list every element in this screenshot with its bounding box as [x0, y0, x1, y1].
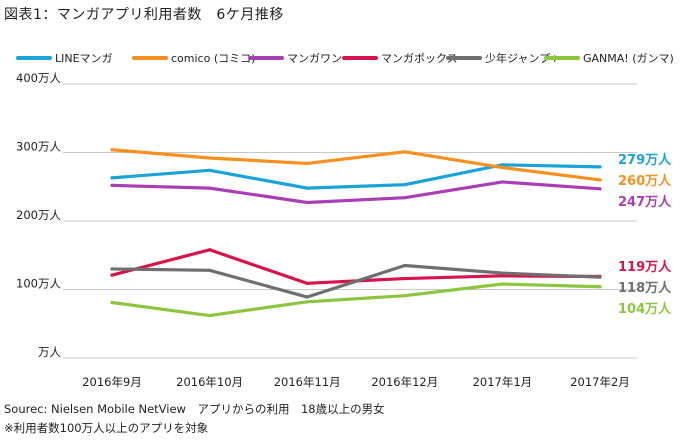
series-line — [110, 248, 602, 285]
data-point — [500, 282, 504, 286]
data-point — [305, 281, 309, 285]
series-line — [110, 263, 602, 299]
x-tick-label: 2016年9月 — [82, 375, 142, 389]
data-point — [500, 163, 504, 167]
data-point — [598, 178, 602, 182]
data-point — [500, 271, 504, 275]
y-tick-label: 300万人 — [16, 140, 61, 154]
series-line — [110, 180, 602, 205]
data-point — [403, 263, 407, 268]
data-point — [110, 273, 114, 277]
data-point — [500, 165, 504, 170]
data-point — [403, 183, 407, 187]
data-point — [110, 300, 114, 305]
data-point — [208, 313, 212, 318]
data-point — [598, 275, 602, 279]
source-note: Sourec: Nielsen Mobile NetView アプリからの利用 … — [4, 402, 385, 416]
series-lines — [110, 148, 602, 318]
chart-title: 図表1：マンガアプリ利用者数 6ケ月推移 — [4, 7, 284, 23]
series-line — [110, 282, 602, 318]
end-value-labels: 279万人 260万人 247万人 119万人 118万人 104万人 — [618, 152, 672, 317]
data-point — [403, 150, 407, 154]
y-tick-label: 200万人 — [16, 208, 61, 222]
end-value-label: 247万人 — [618, 194, 672, 210]
legend-label: GANMA! (ガンマ) — [583, 52, 674, 65]
legend-label: comico (コミコ) — [171, 52, 255, 65]
data-point — [208, 168, 212, 172]
data-point — [598, 285, 602, 289]
legend-label: LINEマンガ — [55, 52, 113, 65]
y-tick-label: 100万人 — [16, 277, 61, 291]
data-point — [208, 248, 212, 252]
data-point — [305, 295, 309, 299]
y-axis-tick-labels: 万人 100万人 200万人 300万人 400万人 — [16, 71, 61, 359]
data-point — [598, 187, 602, 191]
x-tick-label: 2016年12月 — [371, 375, 438, 389]
data-point — [110, 148, 114, 152]
data-point — [208, 268, 212, 272]
data-point — [305, 161, 309, 166]
legend-label: 少年ジャンプ+ — [485, 51, 559, 65]
series-line — [110, 148, 602, 182]
legend-label: マンガボックス — [381, 52, 458, 65]
data-point — [110, 183, 114, 187]
series-line — [110, 163, 602, 190]
end-value-label: 104万人 — [618, 301, 672, 317]
data-point — [598, 165, 602, 169]
gridlines — [63, 83, 637, 359]
data-point — [403, 294, 407, 298]
x-tick-label: 2016年10月 — [176, 375, 243, 389]
end-value-label: 119万人 — [618, 259, 672, 275]
data-point — [403, 276, 407, 281]
data-point — [208, 186, 212, 190]
condition-note: ※利用者数100万人以上のアプリを対象 — [4, 421, 209, 435]
data-point — [500, 274, 504, 278]
data-point — [305, 186, 309, 190]
data-point — [110, 176, 114, 180]
x-tick-label: 2017年1月 — [473, 375, 533, 389]
x-axis-tick-labels: 2016年9月 2016年10月 2016年11月 2016年12月 2017年1月 20… — [82, 375, 630, 389]
x-tick-label: 2017年2月 — [570, 375, 630, 389]
end-value-label: 118万人 — [618, 280, 672, 296]
end-value-label: 260万人 — [618, 173, 672, 189]
data-point — [110, 267, 114, 271]
data-point — [500, 180, 504, 184]
data-point — [208, 156, 212, 160]
y-tick-label: 400万人 — [16, 71, 61, 85]
y-tick-label: 万人 — [38, 345, 61, 359]
data-point — [305, 200, 309, 205]
legend: LINEマンガ comico (コミコ) マンガワン マンガボックス 少年ジャンプ+ GA… — [16, 51, 674, 65]
legend-label: マンガワン — [287, 52, 342, 65]
end-value-label: 279万人 — [618, 152, 672, 168]
x-tick-label: 2016年11月 — [274, 375, 341, 389]
data-point — [403, 196, 407, 200]
data-point — [305, 300, 309, 304]
